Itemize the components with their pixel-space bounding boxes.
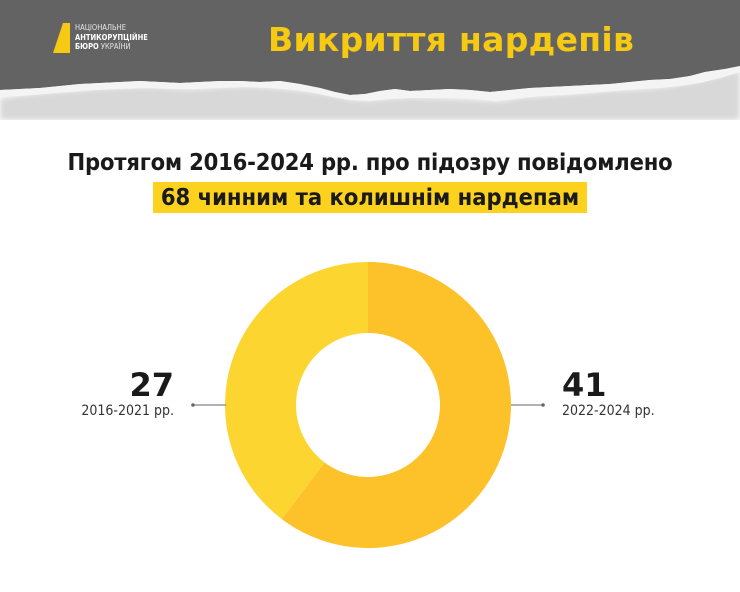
- logo-line-3-bold: БЮРО: [75, 42, 99, 51]
- stat-right-value: 41: [562, 366, 607, 404]
- stat-2022-2024: 41 2022-2024 рр.: [562, 368, 655, 420]
- nabu-logo-mark-icon: [53, 23, 70, 53]
- logo-line-3: БЮРО УКРАЇНИ: [75, 42, 148, 52]
- headline: Протягом 2016-2024 рр. про підозру повід…: [0, 148, 740, 213]
- logo-line-3-rest: УКРАЇНИ: [100, 42, 131, 51]
- logo-wordmark: НАЦІОНАЛЬНЕ АНТИКОРУПЦІЙНЕ БЮРО УКРАЇНИ: [75, 23, 148, 52]
- donut-segment-2022-2024: [281, 262, 512, 548]
- donut-segments: [225, 262, 512, 548]
- donut-segment-2016-2021: [225, 262, 368, 520]
- stat-2016-2021: 27 2016-2021 рр.: [78, 368, 174, 420]
- stat-left-value: 27: [129, 366, 174, 404]
- stat-right-label: 2022-2024 рр.: [562, 403, 655, 419]
- logo-line-1: НАЦІОНАЛЬНЕ: [75, 23, 126, 32]
- torn-paper-background: [0, 0, 740, 120]
- nabu-logo: НАЦІОНАЛЬНЕ АНТИКОРУПЦІЙНЕ БЮРО УКРАЇНИ: [53, 23, 163, 59]
- stat-left-label: 2016-2021 рр.: [81, 403, 174, 419]
- headline-highlight: 68 чинним та колишнім нардепам: [152, 182, 588, 213]
- page-title: Викриття нардепів: [268, 20, 635, 59]
- left-connector-dot: [191, 403, 195, 407]
- headline-line-1: Протягом 2016-2024 рр. про підозру повід…: [67, 148, 673, 176]
- header-banner: НАЦІОНАЛЬНЕ АНТИКОРУПЦІЙНЕ БЮРО УКРАЇНИ …: [0, 0, 740, 120]
- logo-line-2: АНТИКОРУПЦІЙНЕ: [75, 32, 148, 42]
- right-connector-dot: [541, 403, 545, 407]
